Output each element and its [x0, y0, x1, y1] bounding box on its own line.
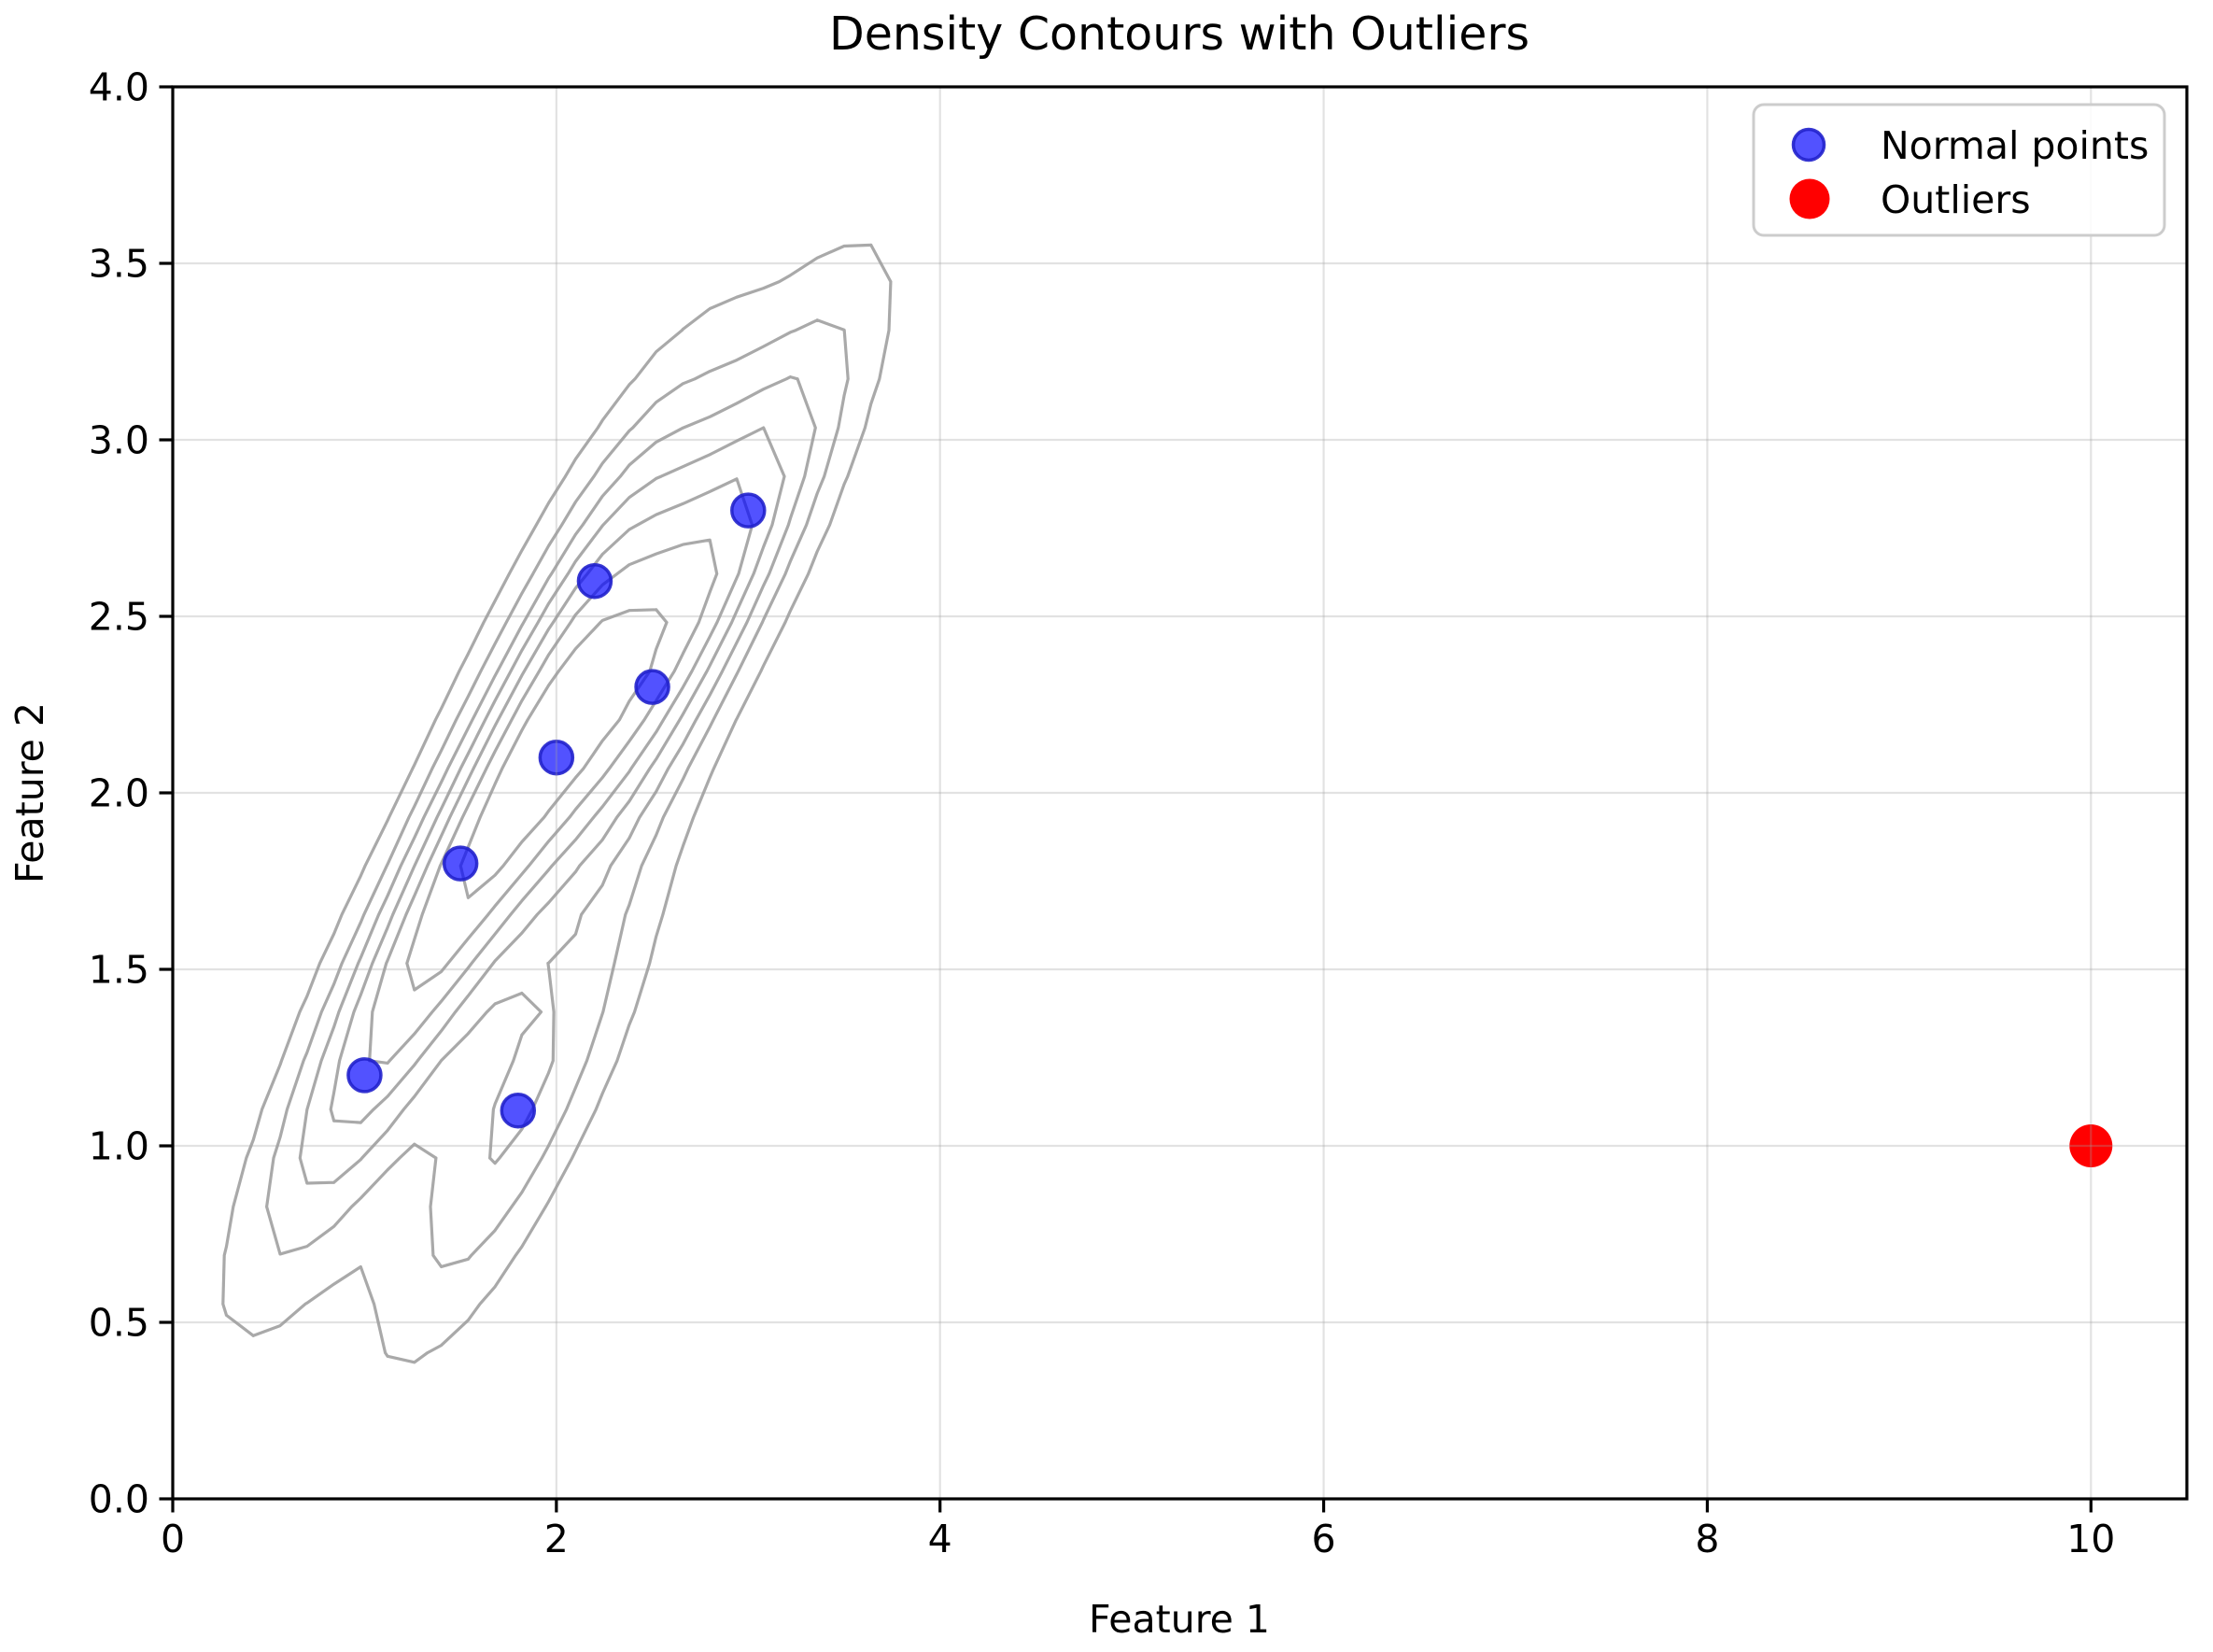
- y-tick-label: 1.5: [89, 948, 149, 993]
- x-tick-label: 0: [161, 1517, 185, 1561]
- contour-level-1: [221, 243, 893, 1364]
- contour-level-6: [405, 538, 719, 992]
- normal-point: [634, 669, 670, 705]
- y-tick-label: 3.0: [89, 418, 149, 463]
- y-tick-label: 0.0: [89, 1477, 149, 1522]
- y-tick-label: 3.5: [89, 242, 149, 287]
- y-axis-label: Feature 2: [7, 702, 52, 883]
- legend-label-normal: Normal points: [1881, 123, 2149, 168]
- x-axis-label: Feature 1: [1089, 1597, 1270, 1642]
- y-axis-ticks: 0.0 0.5 1.0 1.5 2.0 2.5 3.0 3.5 4.0: [89, 65, 173, 1522]
- y-tick-label: 4.0: [89, 65, 149, 110]
- plot-title: Density Contours with Outliers: [829, 7, 1529, 61]
- normal-point: [442, 845, 479, 882]
- contour-level-2: [265, 318, 850, 1268]
- y-tick-label: 2.5: [89, 595, 149, 640]
- x-tick-label: 4: [928, 1517, 952, 1561]
- x-tick-label: 6: [1312, 1517, 1336, 1561]
- contour-level-4: [329, 426, 786, 1124]
- contour-level-3: [298, 375, 817, 1185]
- density-contours: [221, 243, 893, 1364]
- legend-marker-outlier: [1789, 178, 1830, 219]
- y-tick-label: 1.0: [89, 1124, 149, 1169]
- normal-point: [500, 1092, 537, 1129]
- outlier-point: [2069, 1124, 2113, 1167]
- x-tick-label: 8: [1695, 1517, 1719, 1561]
- normal-point: [346, 1057, 383, 1094]
- normal-points-series: [346, 492, 767, 1129]
- x-tick-label: 10: [2066, 1517, 2115, 1561]
- legend-label-outlier: Outliers: [1881, 177, 2031, 222]
- legend-box: [1752, 103, 2166, 237]
- legend-marker-normal: [1791, 127, 1826, 162]
- outliers-series: [2069, 1124, 2113, 1167]
- y-tick-label: 0.5: [89, 1301, 149, 1346]
- normal-point: [538, 739, 575, 776]
- normal-point: [730, 492, 767, 529]
- normal-point: [576, 562, 613, 600]
- x-tick-label: 2: [544, 1517, 569, 1561]
- gridlines: [173, 87, 2187, 1499]
- legend: Normal points Outliers: [1752, 103, 2166, 237]
- y-tick-label: 2.0: [89, 771, 149, 816]
- x-axis-ticks: 0 2 4 6 8 10: [161, 1499, 2115, 1561]
